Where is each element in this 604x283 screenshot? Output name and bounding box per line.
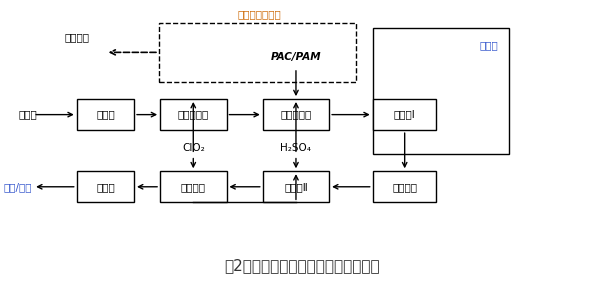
Text: 精密滤池: 精密滤池 (392, 182, 417, 192)
Bar (263, 171, 329, 202)
Text: PAC/PAM: PAC/PAM (271, 52, 321, 62)
Text: 混凝沉淀池: 混凝沉淀池 (280, 110, 312, 120)
Bar (77, 99, 135, 130)
Bar (373, 99, 436, 130)
Text: ClO₂: ClO₂ (182, 143, 205, 153)
Text: 泥饼外运: 泥饼外运 (65, 32, 90, 42)
Bar (160, 99, 226, 130)
Text: 矿井水: 矿井水 (18, 110, 37, 120)
Text: 清水池: 清水池 (96, 182, 115, 192)
Text: 集水井: 集水井 (96, 110, 115, 120)
Text: 回用/外排: 回用/外排 (3, 182, 31, 192)
Bar (159, 23, 356, 82)
Text: 中间池Ⅱ: 中间池Ⅱ (284, 182, 308, 192)
Text: 气浮除油池: 气浮除油池 (178, 110, 209, 120)
Text: 中间池Ⅰ: 中间池Ⅰ (394, 110, 416, 120)
Bar (263, 99, 329, 130)
Bar (373, 171, 436, 202)
Bar (373, 28, 509, 154)
Text: 污泥浓缩、压滤: 污泥浓缩、压滤 (238, 9, 281, 19)
Text: 排污水: 排污水 (480, 40, 499, 50)
Text: 除氟滤池: 除氟滤池 (181, 182, 206, 192)
Bar (160, 171, 226, 202)
Text: H₂SO₄: H₂SO₄ (280, 143, 312, 153)
Text: 图2煤矿井下疏干水除氟处理工艺流程: 图2煤矿井下疏干水除氟处理工艺流程 (224, 258, 380, 274)
Bar (77, 171, 135, 202)
